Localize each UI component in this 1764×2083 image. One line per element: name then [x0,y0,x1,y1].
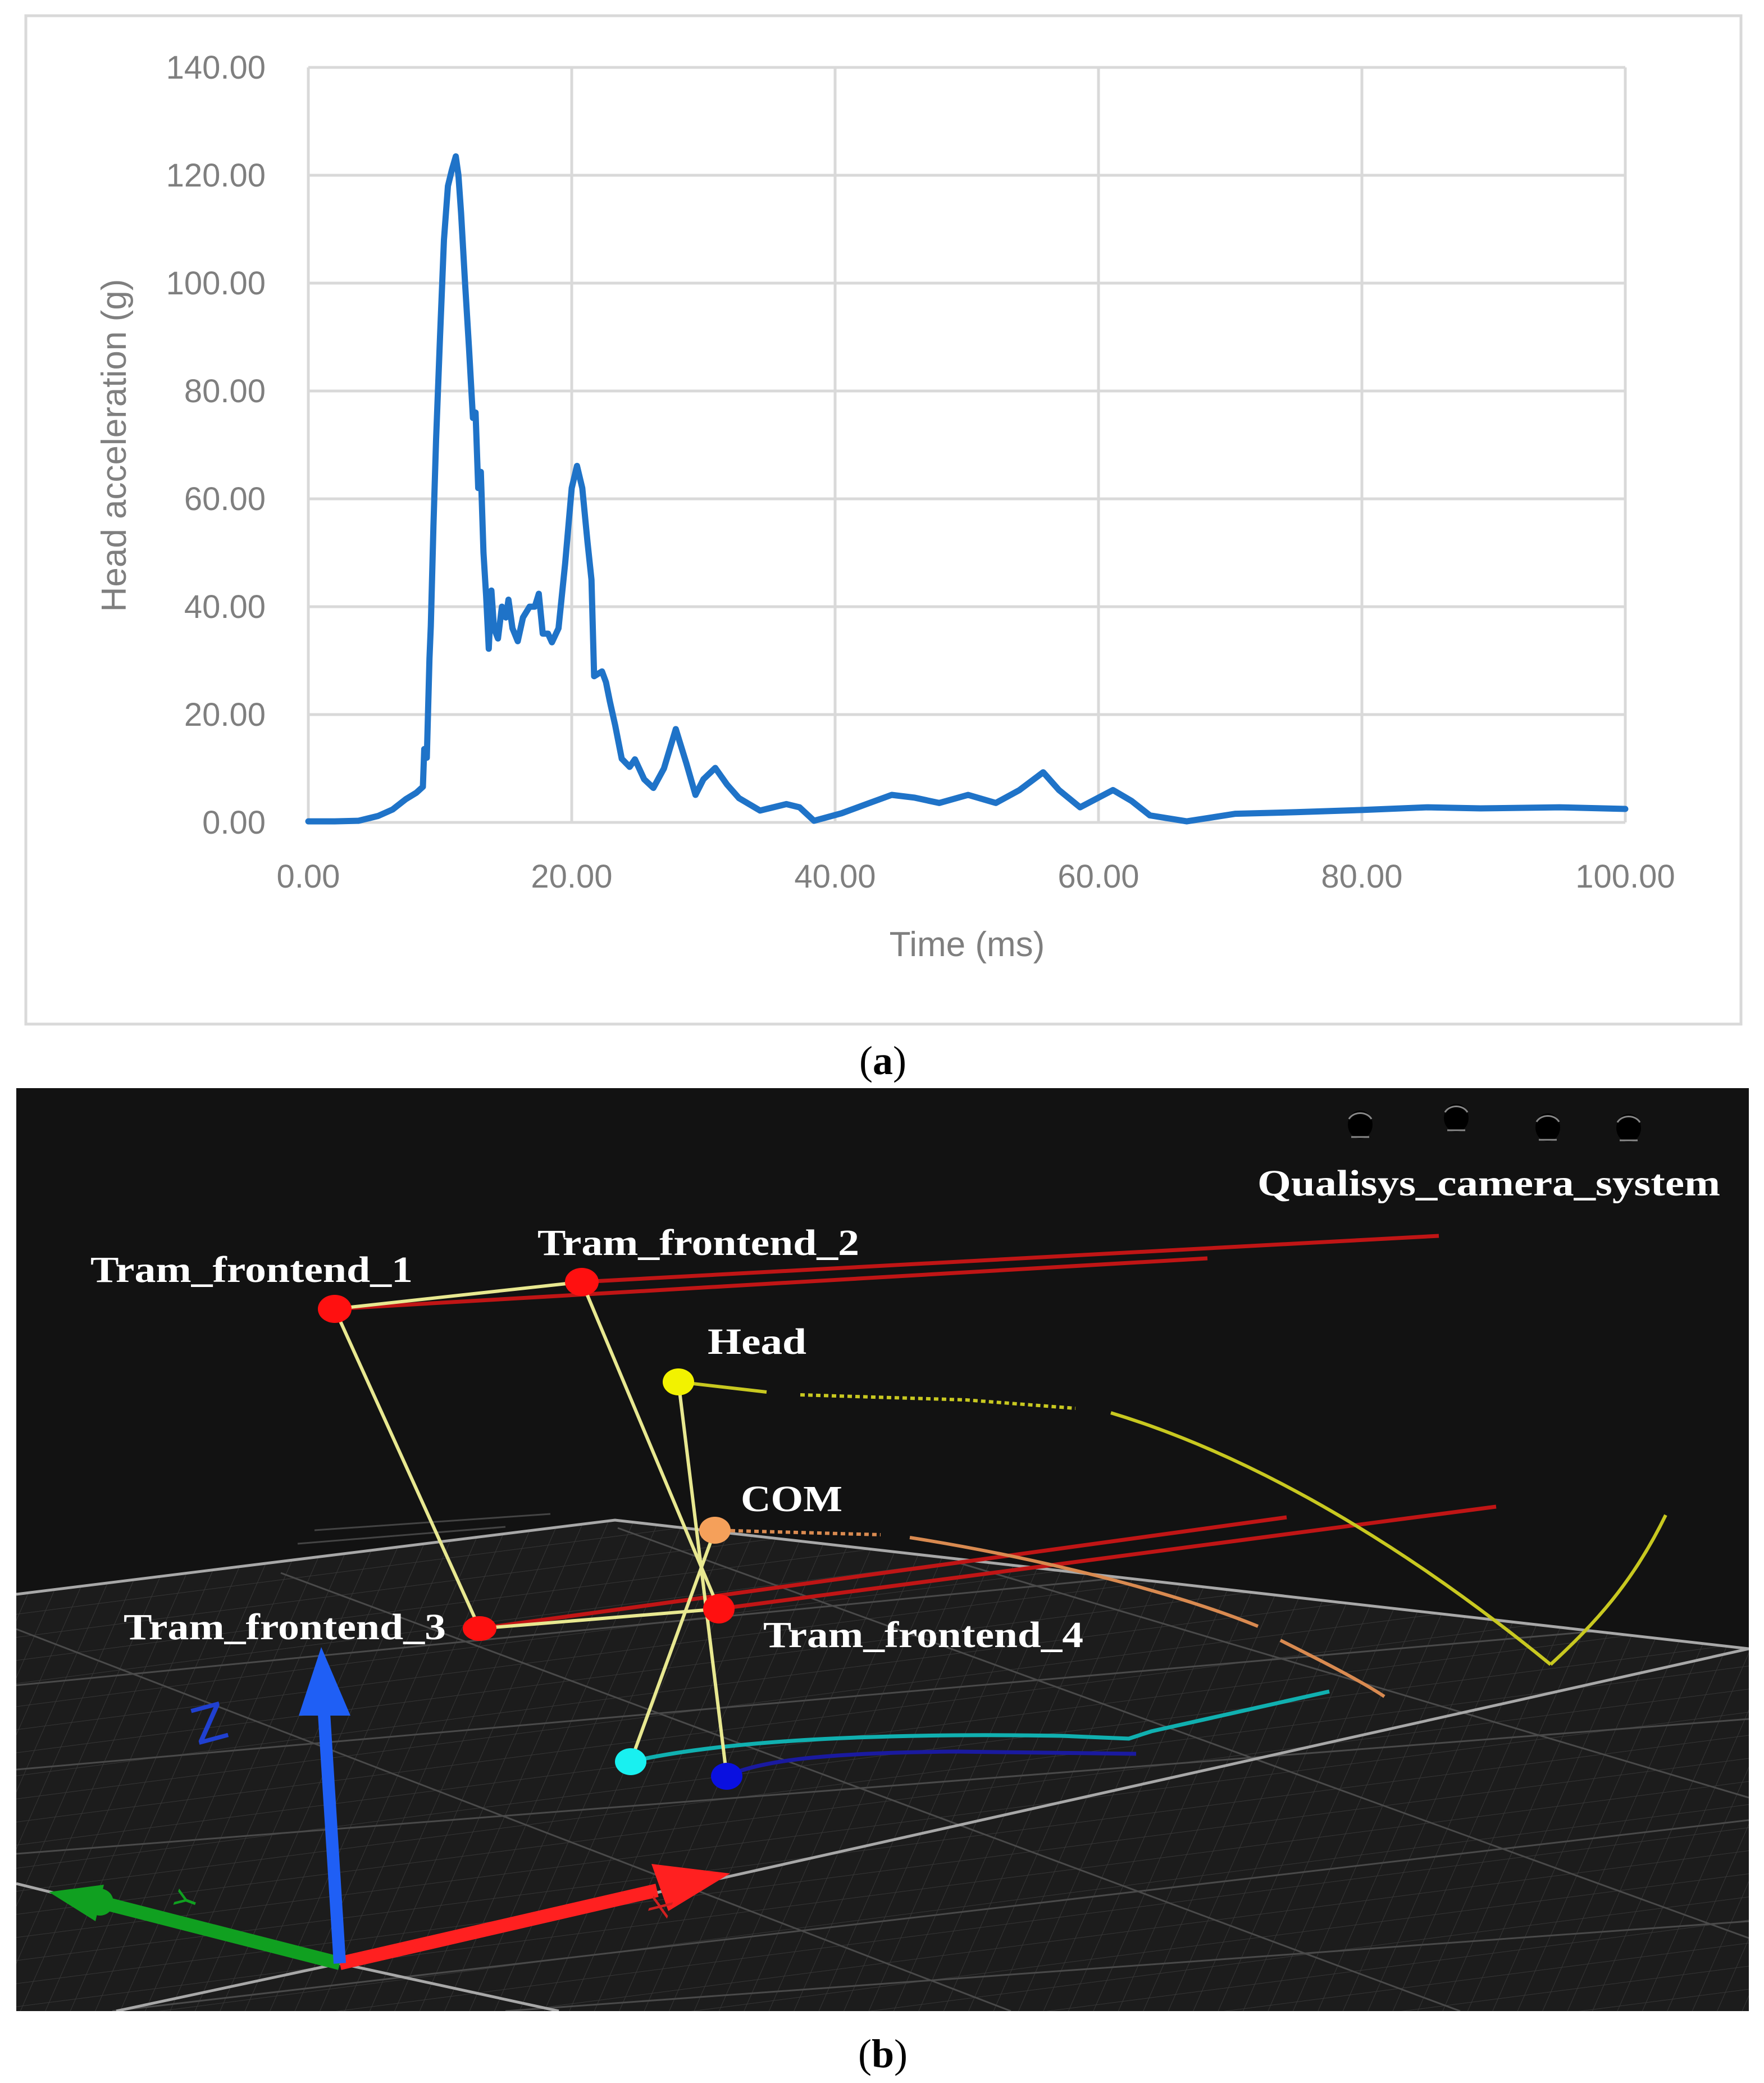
panel-b-caption: (b) [858,2031,908,2076]
x-tick-label: 80.00 [1321,858,1402,895]
label-tram-frontend-3: Tram_frontend_3 [124,1607,446,1648]
tram-frontend-3-marker [463,1616,496,1641]
panel-b-motion-capture-scene: Z Y X Tram_frontend_1 Tram_frontend_2 He… [16,1088,1749,2011]
y-axis-tick-labels: 0.00 20.00 40.00 60.00 80.00 100.00 120.00 140.… [166,49,266,841]
foot-cyan-marker [615,1748,646,1775]
floor-grid [16,1520,1749,2011]
label-tram-frontend-2: Tram_frontend_2 [537,1222,859,1263]
x-tick-label: 20.00 [531,858,612,895]
com-marker [699,1517,731,1544]
x-tick-label: 40.00 [794,858,876,895]
y-tick-label: 20.00 [184,697,266,733]
camera-icon [1535,1113,1560,1141]
camera-markers [1348,1104,1641,1142]
foot-trajectories [630,1689,1330,1779]
head-trajectory [678,1380,1667,1666]
y-tick-label: 80.00 [184,373,266,410]
y-axis-title: Head acceleration (g) [95,279,134,612]
y-tick-label: 140.00 [166,49,266,86]
y-tick-label: 120.00 [166,157,266,194]
camera-icon [1444,1104,1469,1132]
y-tick-label: 40.00 [184,589,266,625]
com-trajectory [714,1529,1385,1698]
label-head: Head [708,1321,806,1362]
head-acceleration-series [305,153,1629,825]
head-marker [663,1368,694,1395]
panel-a-caption: (a) [859,1038,906,1083]
tram-frontend-2-marker [565,1268,599,1296]
label-camera-system: Qualisys_camera_system [1257,1163,1720,1204]
y-tick-label: 60.00 [184,481,266,517]
foot-blue-marker [711,1763,742,1790]
label-com: COM [741,1479,842,1520]
tram-marker-trajectories [334,1234,1497,1631]
tram-frontend-1-marker [318,1295,352,1323]
skeleton-links [333,1280,728,1777]
x-tick-label: 60.00 [1058,858,1139,895]
x-axis-arrowhead-icon [651,1864,730,1911]
z-axis-arrowhead-icon [299,1647,350,1716]
chart-frame [24,14,1743,1026]
x-tick-label: 0.00 [277,858,340,895]
chart-gridlines [307,66,1627,824]
x-tick-label: 100.00 [1575,858,1675,895]
tram-frontend-4-marker [703,1594,735,1623]
label-tram-frontend-4: Tram_frontend_4 [763,1614,1083,1656]
label-tram-frontend-1: Tram_frontend_1 [90,1249,413,1290]
x-axis-title: Time (ms) [890,925,1045,964]
camera-icon [1616,1114,1641,1142]
camera-icon [1348,1111,1373,1139]
y-tick-label: 100.00 [166,265,266,302]
panel-a-chart: 0.00 20.00 40.00 60.00 80.00 100.00 120.00 140.… [24,14,1743,1026]
x-axis-tick-labels: 0.00 20.00 40.00 60.00 80.00 100.00 [277,858,1675,895]
markers [318,1268,742,1790]
y-tick-label: 0.00 [202,804,266,841]
